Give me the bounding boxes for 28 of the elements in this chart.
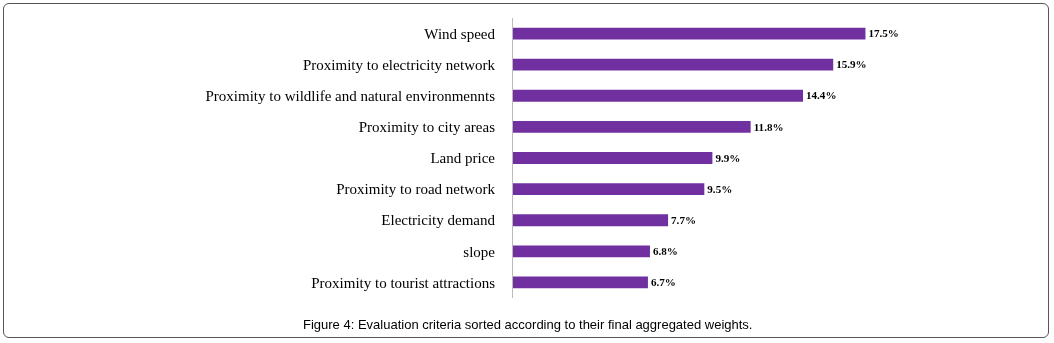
bar bbox=[513, 245, 650, 258]
data-label: 14.4% bbox=[806, 89, 837, 102]
y-tick-label: Proximity to tourist attractions bbox=[311, 274, 496, 291]
data-label: 11.8% bbox=[753, 120, 784, 133]
bar bbox=[513, 27, 866, 40]
y-tick-label: Proximity to city areas bbox=[358, 119, 496, 136]
bar bbox=[513, 214, 669, 227]
bar bbox=[513, 183, 705, 196]
y-tick-label: Land price bbox=[430, 150, 496, 167]
y-tick-label: Wind speed bbox=[424, 25, 496, 42]
bar bbox=[513, 152, 713, 164]
y-tick-label: slope bbox=[463, 243, 496, 260]
data-label: 9.5% bbox=[707, 182, 733, 195]
y-tick-label: Proximity to electricity network bbox=[302, 56, 496, 73]
data-label: 17.5% bbox=[868, 27, 899, 40]
bar bbox=[513, 58, 834, 71]
data-label: 7.7% bbox=[671, 213, 697, 226]
bar bbox=[513, 89, 804, 102]
data-label: 9.9% bbox=[715, 151, 741, 164]
bar bbox=[513, 276, 648, 289]
y-tick-label: Proximity to wildlife and natural environmennts bbox=[205, 88, 496, 105]
data-label: 6.7% bbox=[650, 276, 676, 289]
y-tick-label: Electricity demand bbox=[381, 212, 496, 229]
y-tick-label: Proximity to road network bbox=[336, 181, 496, 198]
caption: Figure 4: Evaluation criteria sorted according to their final aggregated weights. bbox=[303, 317, 753, 332]
data-label: 6.8% bbox=[652, 245, 678, 258]
data-label: 15.9% bbox=[836, 58, 867, 71]
bar bbox=[513, 120, 751, 133]
